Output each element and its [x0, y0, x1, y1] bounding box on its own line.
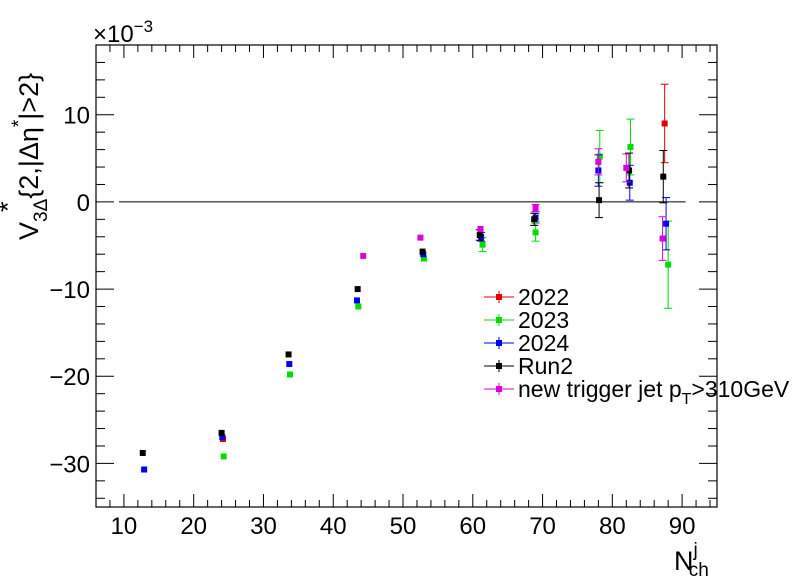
data-point: [532, 205, 539, 212]
data-point: [596, 153, 603, 160]
x-tick-label: 60: [459, 513, 486, 540]
y-tick-label: −30: [49, 451, 90, 478]
x-tick-label: 50: [390, 513, 417, 540]
data-point: [219, 434, 226, 441]
data-point: [355, 303, 362, 310]
data-point: [627, 143, 634, 150]
data-point: [623, 164, 630, 171]
data-point: [354, 286, 361, 293]
y-tick-label: −20: [49, 364, 90, 391]
data-point: [419, 248, 426, 255]
x-tick-label: 80: [599, 513, 626, 540]
series-2: [141, 154, 671, 473]
y-tick-label: −10: [49, 277, 90, 304]
y-axis-title-star: *: [0, 201, 23, 212]
data-point: [141, 466, 148, 473]
data-point: [218, 429, 225, 436]
data-point: [532, 229, 539, 236]
data-point: [420, 255, 427, 262]
data-point: [659, 235, 666, 242]
data-point: [353, 297, 360, 304]
data-point: [665, 261, 672, 268]
x-tick-label: 20: [180, 513, 207, 540]
x-tick-label: 70: [529, 513, 556, 540]
data-point: [660, 173, 667, 180]
series-1: [220, 118, 673, 460]
y-tick-label: 10: [63, 103, 90, 130]
legend-label: 2024: [518, 330, 569, 356]
series-3: [139, 149, 668, 456]
y-axis-title: V3Δ{2,|Δη*|>2}: [9, 73, 52, 240]
data-point: [476, 232, 483, 239]
data-point: [596, 197, 603, 204]
data-point: [663, 220, 670, 227]
legend-marker: [496, 386, 502, 392]
legend-marker: [496, 363, 502, 369]
data-point: [286, 361, 293, 368]
legend-label: 2022: [518, 284, 569, 310]
data-point: [417, 234, 424, 241]
axis-ticks: 10 20 30 40 50 60 70 80 90 −30 −20 −10 0 10: [49, 44, 717, 540]
data-points: [139, 83, 673, 473]
x-axis-title: Nj ch: [674, 540, 709, 576]
x-tick-label: 10: [111, 513, 138, 540]
frame: [95, 44, 718, 508]
series-4: [360, 148, 667, 261]
legend-label: 2023: [518, 307, 569, 333]
y-exponent: ×10−3: [93, 17, 153, 48]
legend-marker: [496, 340, 502, 346]
data-point: [479, 241, 486, 248]
y-tick-label: 0: [77, 190, 90, 217]
x-tick-label: 90: [669, 513, 696, 540]
legend-marker: [496, 317, 502, 323]
x-tick-label: 40: [320, 513, 347, 540]
data-point: [286, 371, 293, 378]
legend-label: Run2: [518, 353, 573, 379]
data-point: [220, 453, 227, 460]
data-point: [477, 225, 484, 232]
data-point: [595, 158, 602, 165]
data-point: [285, 351, 292, 358]
data-point: [139, 449, 146, 456]
data-point: [360, 252, 367, 259]
data-point: [661, 120, 668, 127]
legend-label: new trigger jet pT>310GeV: [518, 376, 790, 408]
data-point: [531, 216, 538, 223]
legend-marker: [496, 294, 502, 300]
data-point: [626, 179, 633, 186]
x-tick-label: 30: [250, 513, 277, 540]
